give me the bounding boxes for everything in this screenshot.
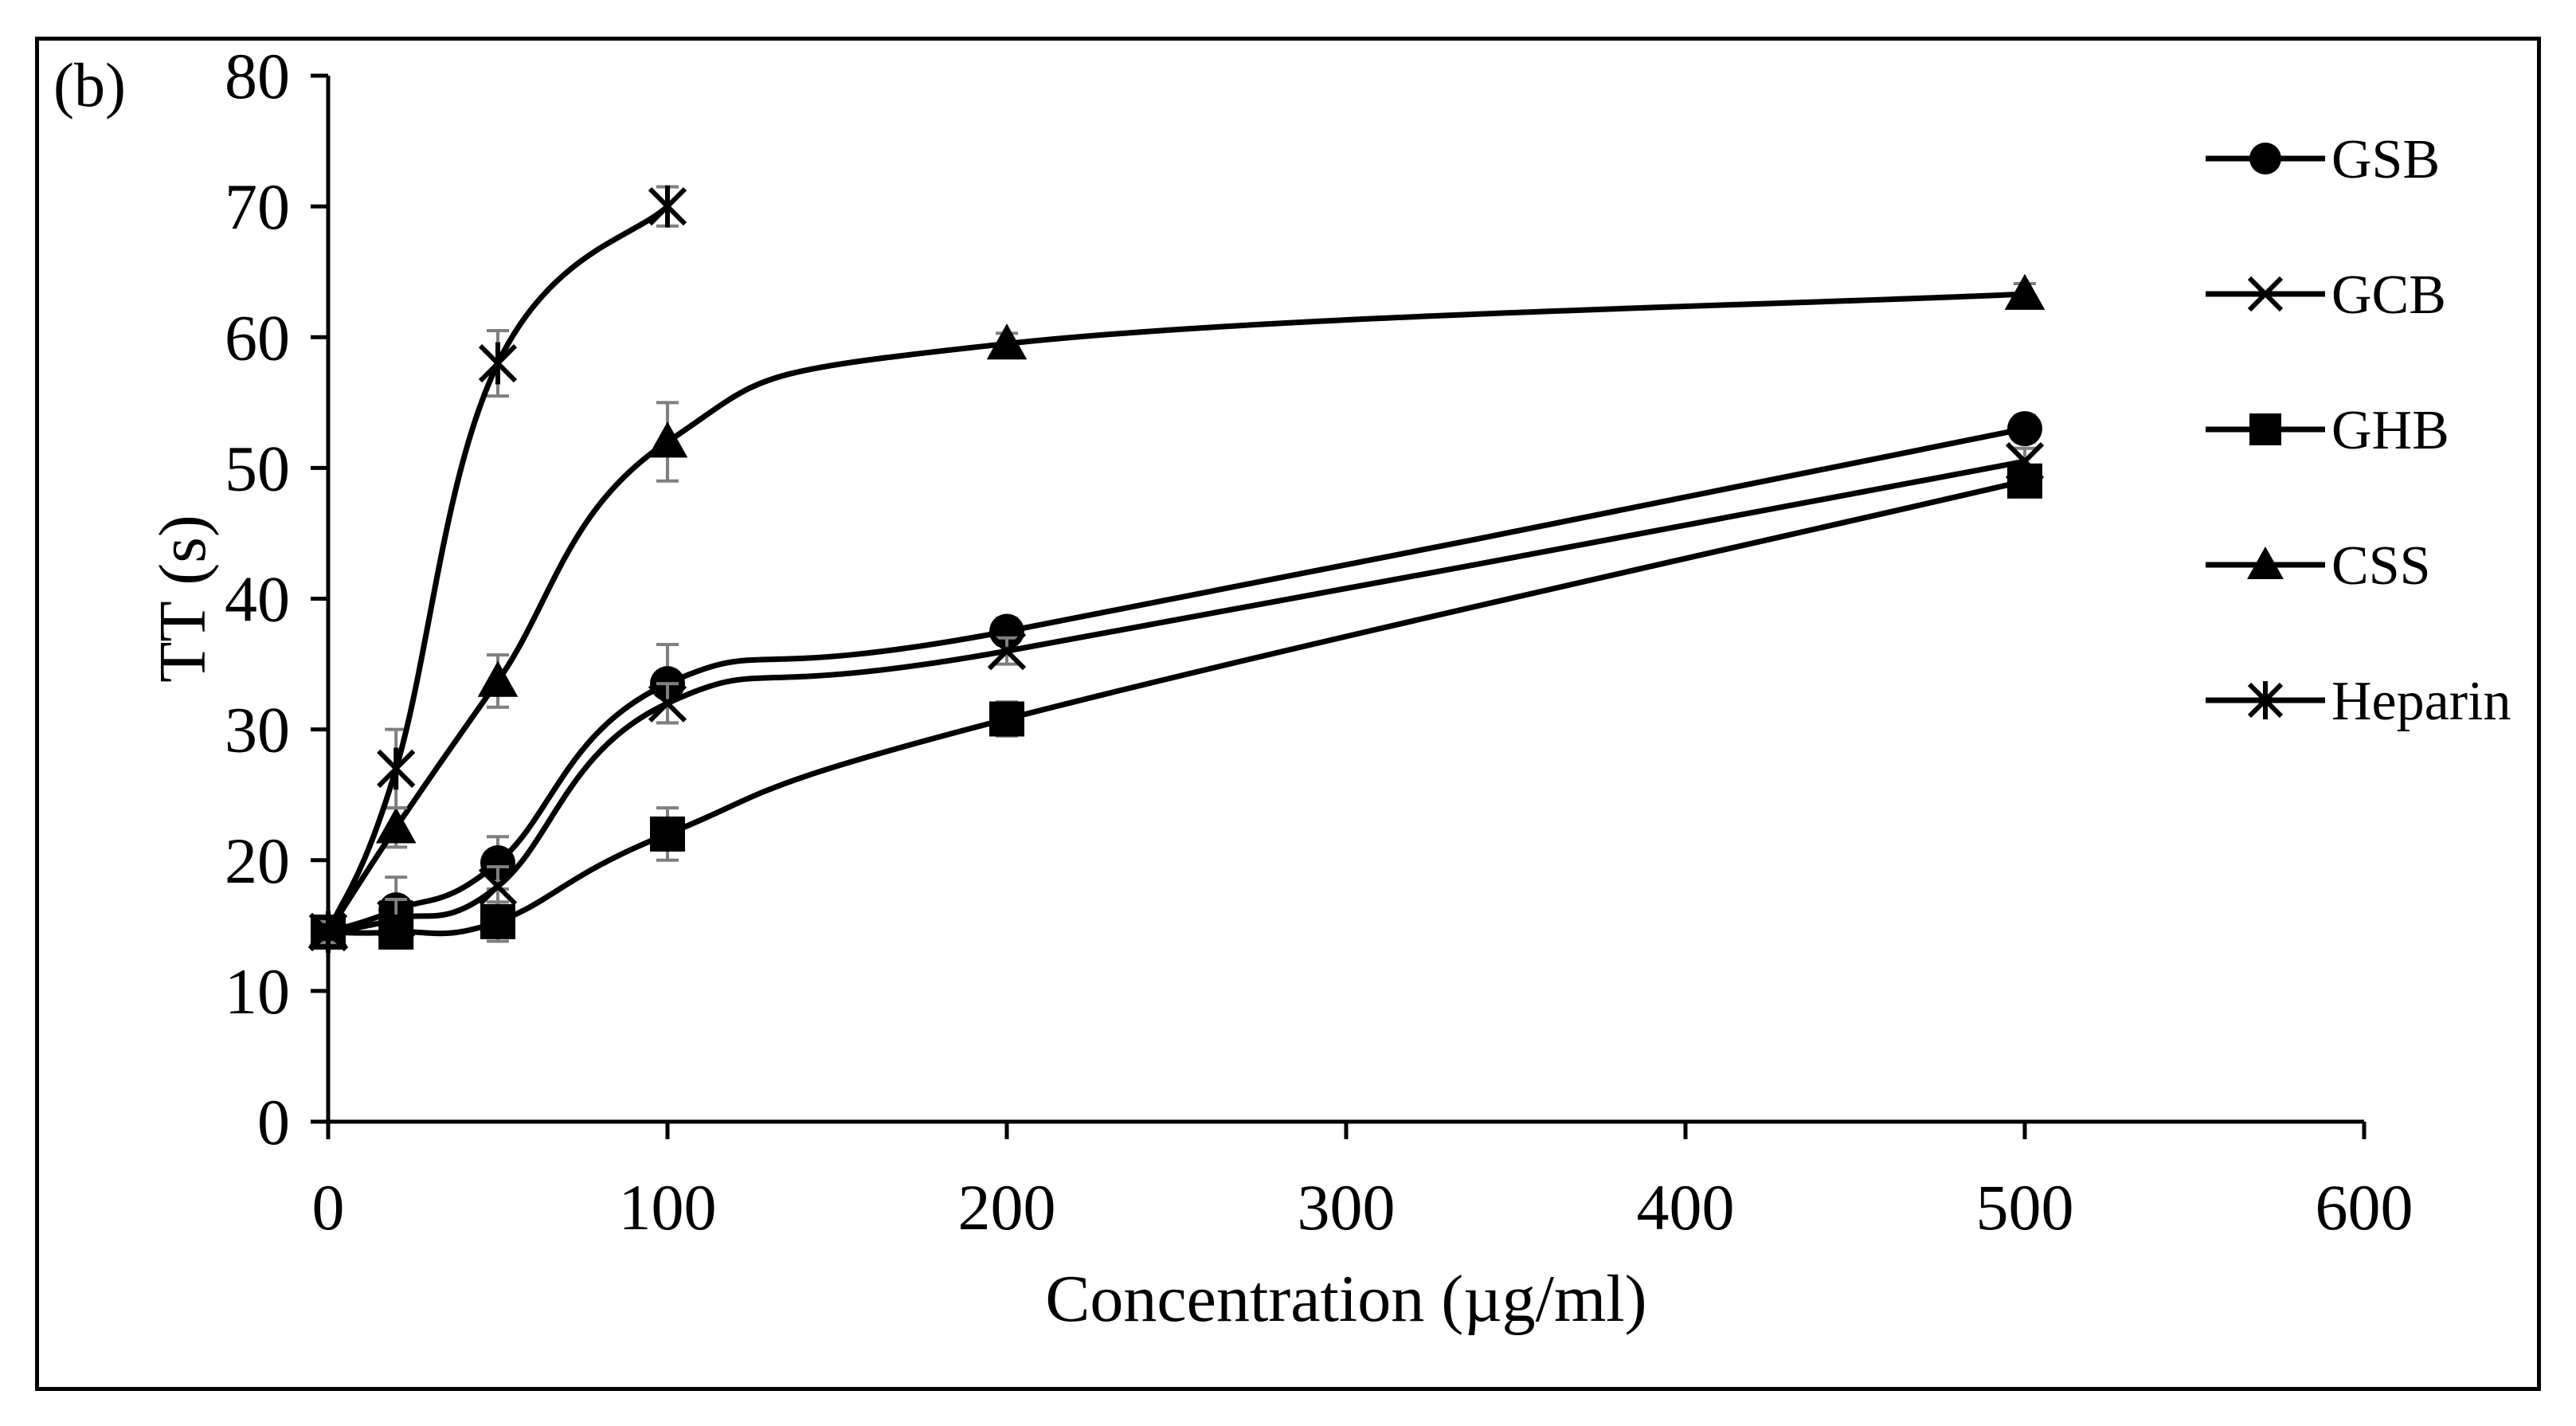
data-point-gcb xyxy=(478,867,518,906)
data-point-css xyxy=(477,660,519,697)
y-tick-label: 80 xyxy=(225,41,290,112)
data-point-ghb xyxy=(2007,463,2042,499)
legend-marker-ghb xyxy=(2249,413,2281,445)
chart-frame: 0 10 20 30 40 50 60 70 80 0 100 200 300 400 500 600 GSB… xyxy=(35,37,2541,1391)
data-point-heparin xyxy=(308,911,348,954)
x-tick-label: 300 xyxy=(1298,1171,1396,1244)
legend-marker-css xyxy=(2247,547,2284,579)
x-tick-label: 600 xyxy=(2316,1171,2414,1244)
data-point-heparin xyxy=(478,342,518,385)
data-point-heparin xyxy=(648,185,687,228)
legend-marker-gsb xyxy=(2249,143,2281,174)
y-tick-label: 40 xyxy=(225,563,290,636)
x-tick-label: 100 xyxy=(619,1171,717,1244)
legend-item-css: CSS xyxy=(2206,535,2431,597)
data-point-gsb xyxy=(2007,411,2042,447)
data-point-ghb xyxy=(378,915,414,950)
data-point-css xyxy=(375,807,417,844)
legend-label-gcb: GCB xyxy=(2331,264,2446,326)
legend-label-gsb: GSB xyxy=(2331,129,2440,190)
legend-marker-heparin xyxy=(2247,681,2284,719)
data-point-css xyxy=(986,323,1028,360)
x-tick-label: 200 xyxy=(958,1171,1056,1244)
y-tick-label: 30 xyxy=(225,694,290,766)
series-line-gsb xyxy=(327,425,2026,935)
series-line-ghb xyxy=(327,478,2026,937)
tt-concentration-chart: 0 10 20 30 40 50 60 70 80 0 100 200 300 400 500 600 GSB… xyxy=(53,41,2511,1336)
data-point-ghb xyxy=(480,903,515,939)
data-point-ghb xyxy=(650,816,685,852)
legend-item-gsb: GSB xyxy=(2206,129,2440,190)
x-tick-label: 0 xyxy=(312,1171,345,1244)
y-axis-title: TT (s) xyxy=(146,515,220,683)
x-tick-label: 500 xyxy=(1976,1171,2074,1244)
series-gsb xyxy=(311,411,2042,950)
series-ghb xyxy=(311,463,2042,950)
data-point-gcb xyxy=(987,632,1027,671)
data-point-gcb xyxy=(648,684,687,723)
axes: 0 10 20 30 40 50 60 70 80 0 100 200 300 400 500 600 xyxy=(225,41,2414,1244)
y-tick-label: 60 xyxy=(225,301,290,374)
legend-item-ghb: GHB xyxy=(2206,400,2449,461)
legend-label-ghb: GHB xyxy=(2331,400,2449,461)
y-tick-label: 20 xyxy=(225,825,290,897)
data-point-gsb xyxy=(480,845,515,881)
series xyxy=(307,185,2046,954)
series-heparin xyxy=(308,185,687,954)
data-point-heparin xyxy=(377,747,416,790)
y-tick-label: 70 xyxy=(225,170,290,243)
series-gcb xyxy=(308,442,2045,952)
legend-label-css: CSS xyxy=(2331,535,2431,597)
series-line-css xyxy=(326,291,2026,934)
legend-marker-gcb xyxy=(2247,276,2284,312)
data-point-ghb xyxy=(989,701,1024,737)
x-tick-label: 400 xyxy=(1637,1171,1735,1244)
legend-item-gcb: GCB xyxy=(2206,264,2446,326)
data-point-css xyxy=(647,421,688,458)
y-tick-label: 0 xyxy=(257,1086,290,1158)
series-css xyxy=(307,273,2046,948)
series-line-gcb xyxy=(327,458,2026,935)
legend-item-heparin: Heparin xyxy=(2206,671,2511,732)
data-point-css xyxy=(2004,273,2046,310)
series-line-heparin xyxy=(325,204,670,934)
y-tick-label: 50 xyxy=(225,432,290,504)
legend: GSB GCB GHB CSS Heparin xyxy=(2206,129,2511,732)
y-tick-label: 10 xyxy=(225,955,290,1028)
x-axis-title: Concentration (µg/ml) xyxy=(1045,1262,1646,1336)
legend-label-heparin: Heparin xyxy=(2331,671,2511,732)
panel-label: (b) xyxy=(53,50,126,119)
